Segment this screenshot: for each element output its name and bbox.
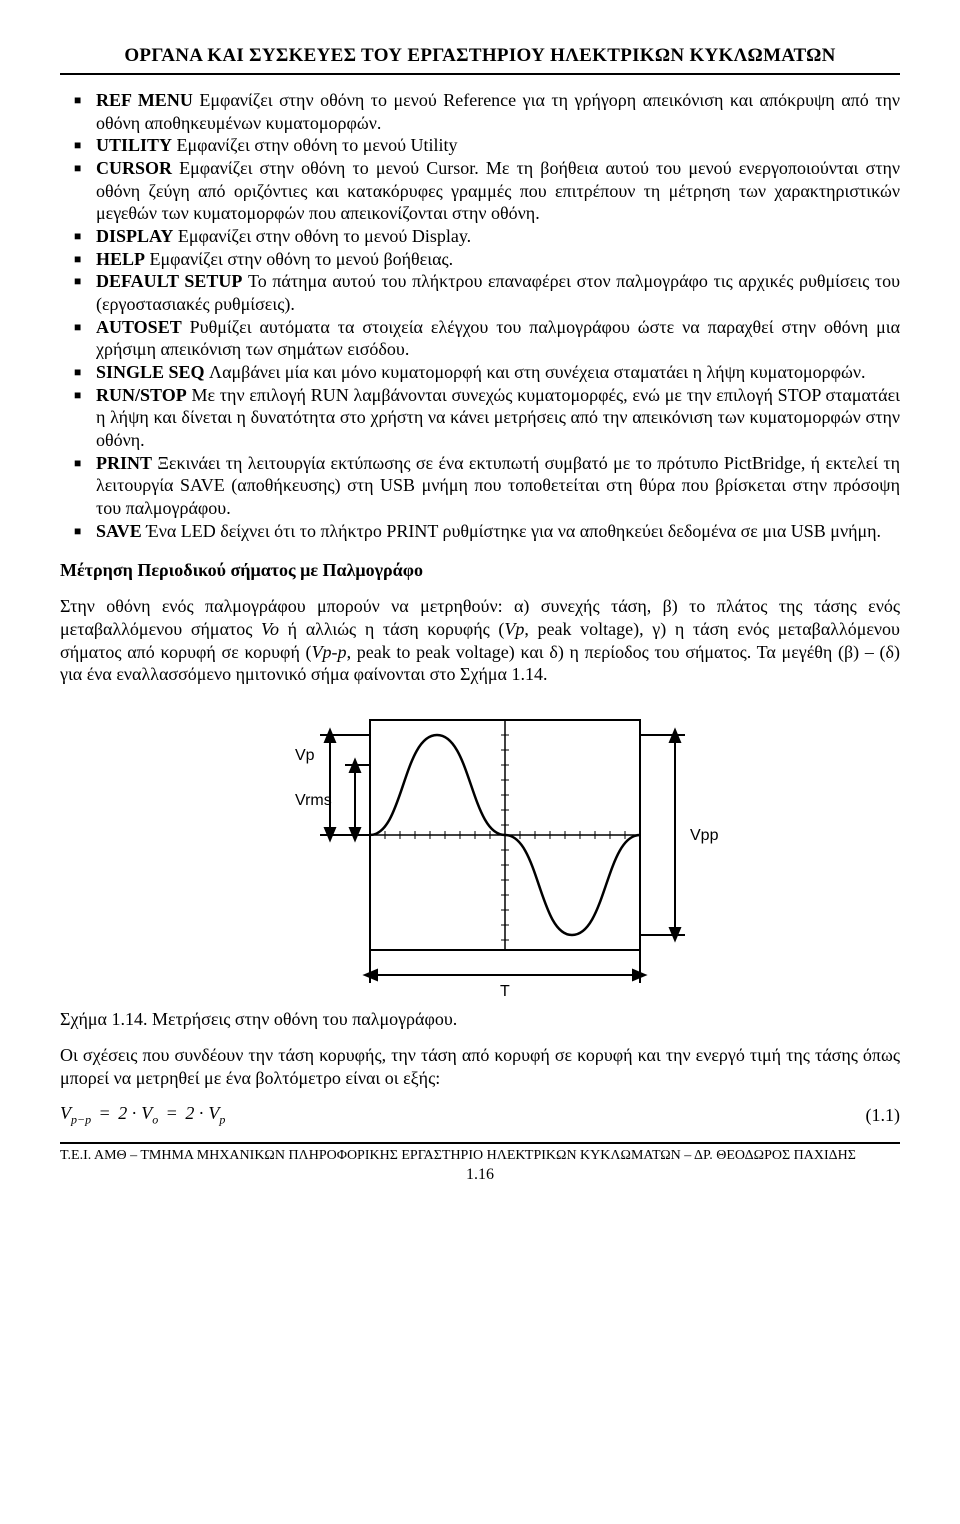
equation-row: Vp−p = 2·Vo = 2·Vp (1.1) bbox=[60, 1103, 900, 1128]
eq-sub: p−p bbox=[71, 1113, 91, 1127]
top-divider bbox=[60, 73, 900, 75]
eq-var: V bbox=[141, 1103, 152, 1123]
list-item: DISPLAY Εμφανίζει στην οθόνη το μενού Di… bbox=[60, 225, 900, 248]
item-bold: SINGLE SEQ bbox=[96, 362, 205, 382]
item-text: Με την επιλογή RUN λαμβάνονται συνεχώς κ… bbox=[96, 385, 900, 450]
item-bold: DEFAULT SETUP bbox=[96, 271, 242, 291]
item-bold: UTILITY bbox=[96, 135, 172, 155]
page-container: ΟΡΓΑΝΑ ΚΑΙ ΣΥΣΚΕΥΕΣ ΤΟΥ ΕΡΓΑΣΤΗΡΙΟΥ ΗΛΕΚ… bbox=[0, 0, 960, 1209]
item-text: Εμφανίζει στην οθόνη το μενού Utility bbox=[172, 135, 457, 155]
measurement-paragraph: Στην οθόνη ενός παλμογράφου μπορούν να μ… bbox=[60, 595, 900, 686]
eq-var: V bbox=[208, 1103, 219, 1123]
eq-var: V bbox=[60, 1103, 71, 1123]
figure-caption: Σχήμα 1.14. Μετρήσεις στην οθόνη του παλ… bbox=[60, 1009, 900, 1030]
waveform-figure: Vp Vrms Vpp bbox=[60, 700, 900, 1005]
var-vo: Vo bbox=[261, 619, 279, 639]
list-item: SINGLE SEQ Λαμβάνει μία και μόνο κυματομ… bbox=[60, 361, 900, 384]
list-item: PRINT Ξεκινάει τη λειτουργία εκτύπωσης σ… bbox=[60, 452, 900, 520]
item-bold: AUTOSET bbox=[96, 317, 182, 337]
eq-coeff: 2 bbox=[118, 1103, 127, 1123]
page-title: ΟΡΓΑΝΑ ΚΑΙ ΣΥΣΚΕΥΕΣ ΤΟΥ ΕΡΓΑΣΤΗΡΙΟΥ ΗΛΕΚ… bbox=[60, 45, 900, 67]
item-text: Εμφανίζει στην οθόνη το μενού Reference … bbox=[96, 90, 900, 133]
section-heading: Μέτρηση Περιοδικού σήματος με Παλμογράφο bbox=[60, 560, 900, 581]
list-item: UTILITY Εμφανίζει στην οθόνη το μενού Ut… bbox=[60, 134, 900, 157]
para-text: ή αλλιώς η τάση κορυφής ( bbox=[279, 619, 504, 639]
list-item: DEFAULT SETUP Το πάτημα αυτού του πλήκτρ… bbox=[60, 270, 900, 315]
var-vpp: Vp-p bbox=[312, 642, 347, 662]
list-item: AUTOSET Ρυθμίζει αυτόματα τα στοιχεία ελ… bbox=[60, 316, 900, 361]
footer-text: Τ.Ε.Ι. ΑΜΘ – ΤΜΗΜΑ ΜΗΧΑΝΙΚΩΝ ΠΛΗΡΟΦΟΡΙΚΗ… bbox=[60, 1148, 900, 1164]
item-bold: HELP bbox=[96, 249, 145, 269]
item-bold: CURSOR bbox=[96, 158, 172, 178]
label-t: T bbox=[500, 983, 510, 1000]
var-vp: Vp bbox=[504, 619, 524, 639]
bullet-list: REF MENU Εμφανίζει στην οθόνη το μενού R… bbox=[60, 89, 900, 542]
label-vpp: Vpp bbox=[690, 827, 719, 844]
item-bold: RUN/STOP bbox=[96, 385, 187, 405]
label-vrms: Vrms bbox=[295, 792, 332, 809]
item-text: Εμφανίζει στην οθόνη το μενού Cursor. Με… bbox=[96, 158, 900, 223]
item-text: Ένα LED δείχνει ότι το πλήκτρο PRINT ρυθ… bbox=[142, 521, 881, 541]
list-item: REF MENU Εμφανίζει στην οθόνη το μενού R… bbox=[60, 89, 900, 134]
eq-sub: p bbox=[219, 1113, 225, 1127]
equation: Vp−p = 2·Vo = 2·Vp bbox=[60, 1103, 225, 1128]
item-text: Ξεκινάει τη λειτουργία εκτύπωσης σε ένα … bbox=[96, 453, 900, 518]
bottom-divider bbox=[60, 1142, 900, 1144]
list-item: RUN/STOP Με την επιλογή RUN λαμβάνονται … bbox=[60, 384, 900, 452]
label-vp: Vp bbox=[295, 747, 315, 764]
item-text: Εμφανίζει στην οθόνη το μενού Display. bbox=[173, 226, 471, 246]
item-text: Εμφανίζει στην οθόνη το μενού βοήθειας. bbox=[145, 249, 453, 269]
post-figure-paragraph: Οι σχέσεις που συνδέουν την τάση κορυφής… bbox=[60, 1044, 900, 1089]
equation-number: (1.1) bbox=[866, 1105, 901, 1126]
item-bold: REF MENU bbox=[96, 90, 193, 110]
item-text: Ρυθμίζει αυτόματα τα στοιχεία ελέγχου το… bbox=[96, 317, 900, 360]
item-bold: DISPLAY bbox=[96, 226, 173, 246]
item-bold: SAVE bbox=[96, 521, 142, 541]
item-bold: PRINT bbox=[96, 453, 152, 473]
eq-sub: o bbox=[152, 1113, 158, 1127]
list-item: SAVE Ένα LED δείχνει ότι το πλήκτρο PRIN… bbox=[60, 520, 900, 543]
waveform-diagram: Vp Vrms Vpp bbox=[220, 700, 740, 1000]
page-number: 1.16 bbox=[60, 1166, 900, 1184]
item-text: Λαμβάνει μία και μόνο κυματομορφή και στ… bbox=[205, 362, 866, 382]
list-item: HELP Εμφανίζει στην οθόνη το μενού βοήθε… bbox=[60, 248, 900, 271]
list-item: CURSOR Εμφανίζει στην οθόνη το μενού Cur… bbox=[60, 157, 900, 225]
